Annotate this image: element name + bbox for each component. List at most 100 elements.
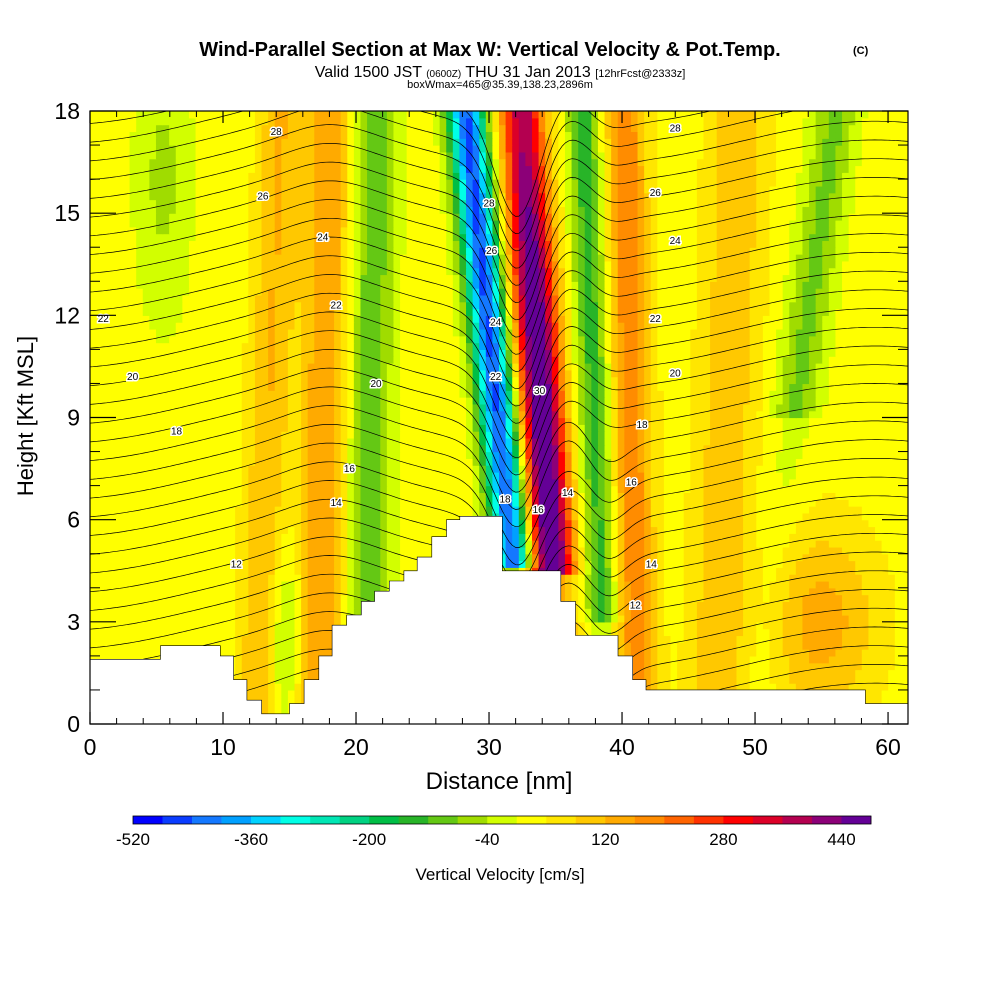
velocity-cell: [96, 485, 104, 494]
velocity-cell: [855, 553, 863, 562]
velocity-cell: [670, 492, 678, 500]
velocity-cell: [261, 478, 269, 487]
velocity-cell: [597, 621, 606, 630]
velocity-cell: [518, 553, 526, 562]
velocity-cell: [815, 526, 823, 534]
velocity-cell: [188, 580, 197, 589]
velocity-cell: [729, 567, 738, 575]
velocity-cell: [254, 580, 263, 589]
velocity-cell: [373, 485, 381, 494]
velocity-cell: [881, 526, 889, 534]
velocity-cell: [637, 608, 645, 616]
velocity-cell: [795, 540, 804, 548]
velocity-cell: [228, 465, 236, 473]
velocity-cell: [281, 560, 289, 568]
velocity-cell: [294, 465, 302, 473]
velocity-cell: [254, 642, 263, 650]
velocity-cell: [413, 553, 421, 562]
velocity-cell: [393, 533, 401, 541]
velocity-cell: [637, 567, 645, 575]
velocity-cell: [815, 615, 823, 623]
velocity-cell: [373, 519, 381, 528]
velocity-cell: [169, 492, 177, 500]
velocity-cell: [360, 465, 368, 473]
velocity-cell: [597, 506, 606, 514]
velocity-cell: [822, 546, 830, 555]
velocity-cell: [162, 526, 170, 534]
velocity-cell: [663, 485, 672, 494]
velocity-cell: [215, 594, 223, 602]
velocity-cell: [670, 519, 678, 528]
velocity-cell: [472, 458, 480, 466]
velocity-cell: [881, 608, 889, 616]
velocity-cell: [729, 649, 738, 657]
velocity-cell: [875, 574, 883, 582]
velocity-cell: [670, 506, 678, 514]
velocity-cell: [756, 478, 764, 487]
velocity-cell: [644, 546, 652, 555]
velocity-cell: [683, 499, 691, 507]
velocity-cell: [584, 601, 592, 609]
velocity-cell: [208, 458, 216, 466]
velocity-cell: [551, 512, 559, 521]
velocity-cell: [690, 594, 698, 602]
velocity-cell: [136, 642, 144, 650]
velocity-cell: [769, 628, 777, 637]
velocity-cell: [663, 465, 672, 473]
velocity-cell: [235, 574, 243, 582]
velocity-cell: [828, 683, 837, 691]
velocity-cell: [195, 587, 203, 596]
velocity-cell: [696, 492, 705, 500]
velocity-cell: [274, 553, 282, 562]
velocity-cell: [710, 649, 718, 657]
velocity-cell: [868, 621, 876, 630]
velocity-cell: [182, 458, 190, 466]
velocity-cell: [564, 540, 573, 548]
velocity-cell: [116, 485, 124, 494]
velocity-cell: [848, 621, 856, 630]
velocity-cell: [809, 567, 817, 575]
velocity-cell: [875, 560, 883, 568]
velocity-cell: [525, 540, 533, 548]
velocity-cell: [142, 444, 150, 453]
velocity-cell: [400, 471, 408, 480]
velocity-cell: [347, 512, 355, 521]
velocity-cell: [314, 628, 322, 637]
velocity-cell: [129, 512, 137, 521]
velocity-cell: [868, 526, 876, 534]
velocity-cell: [413, 512, 421, 521]
velocity-cell: [710, 655, 718, 664]
velocity-cell: [426, 540, 434, 548]
velocity-cell: [650, 451, 658, 459]
velocity-cell: [591, 587, 599, 596]
velocity-cell: [677, 478, 685, 487]
velocity-cell: [571, 574, 579, 582]
velocity-cell: [743, 485, 751, 494]
velocity-cell: [188, 615, 197, 623]
velocity-cell: [367, 512, 375, 521]
velocity-cell: [710, 683, 718, 691]
velocity-cell: [736, 683, 744, 691]
velocity-cell: [868, 471, 876, 480]
velocity-cell: [314, 451, 322, 459]
velocity-cell: [842, 615, 850, 623]
velocity-cell: [241, 458, 249, 466]
velocity-cell: [571, 533, 579, 541]
velocity-cell: [360, 451, 368, 459]
velocity-cell: [762, 471, 771, 480]
velocity-cell: [558, 506, 566, 514]
velocity-cell: [875, 587, 883, 596]
velocity-cell: [281, 506, 289, 514]
velocity-cell: [169, 485, 177, 494]
velocity-cell: [650, 635, 658, 643]
velocity-cell: [888, 512, 896, 521]
velocity-cell: [301, 519, 309, 528]
velocity-cell: [505, 519, 513, 528]
velocity-cell: [630, 662, 639, 671]
velocity-cell: [320, 465, 329, 473]
velocity-cell: [479, 471, 487, 480]
velocity-cell: [129, 546, 137, 555]
velocity-cell: [334, 580, 342, 589]
velocity-cell: [611, 608, 619, 616]
velocity-cell: [875, 471, 883, 480]
